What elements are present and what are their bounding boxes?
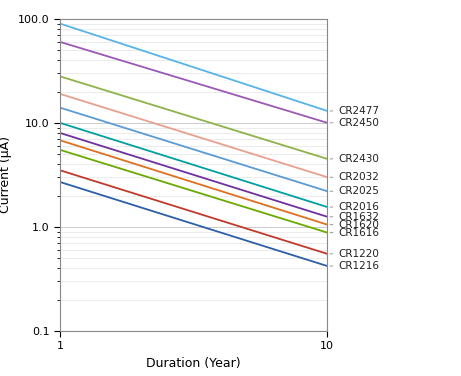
Text: CR1620: CR1620	[330, 220, 379, 230]
Text: CR1216: CR1216	[330, 261, 379, 271]
Text: CR1632: CR1632	[330, 212, 379, 222]
Text: CR1220: CR1220	[330, 249, 379, 259]
Y-axis label: Current (μA): Current (μA)	[0, 136, 12, 213]
Text: CR2477: CR2477	[330, 106, 379, 116]
Text: CR2032: CR2032	[330, 172, 379, 182]
Text: CR2450: CR2450	[330, 118, 379, 128]
Text: CR1616: CR1616	[330, 227, 379, 238]
Text: CR2016: CR2016	[330, 202, 379, 212]
Text: CR2025: CR2025	[330, 186, 379, 196]
Text: CR2430: CR2430	[330, 154, 379, 164]
X-axis label: Duration (Year): Duration (Year)	[146, 357, 241, 370]
